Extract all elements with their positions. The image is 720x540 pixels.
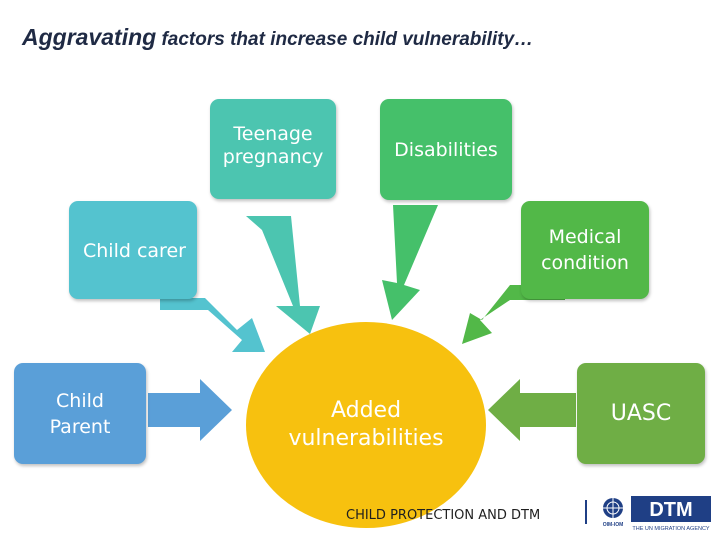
node-child-parent: Child Parent (14, 363, 146, 464)
arrow-medical-condition (462, 285, 565, 344)
logo-tagline: THE UN MIGRATION AGENCY (632, 526, 710, 532)
node-uasc: UASC (577, 363, 705, 464)
iom-globe-icon (603, 498, 623, 518)
arrow-child-parent (148, 379, 232, 441)
page-title: Aggravating factors that increase child … (22, 22, 622, 55)
node-disabilities: Disabilities (380, 99, 512, 200)
node-child-carer: Child carer (69, 201, 197, 299)
node-medical-condition: Medical condition (521, 201, 649, 299)
title-rest: factors that increase child vulnerabilit… (156, 29, 534, 50)
footer-text: CHILD PROTECTION AND DTM (346, 508, 541, 523)
footer-divider (585, 500, 587, 524)
arrow-uasc (488, 379, 576, 441)
node-added-vulnerabilities: Added vulnerabilities (246, 322, 486, 528)
arrow-disabilities (382, 205, 438, 320)
arrow-teenage-pregnancy (246, 216, 320, 334)
logo-org: OIM-IOM (603, 522, 624, 528)
title-lead: Aggravating (22, 24, 157, 50)
node-teenage-pregnancy: Teenage pregnancy (210, 99, 336, 199)
logo-brand: DTM (649, 499, 692, 521)
arrow-child-carer (160, 298, 265, 352)
iom-dtm-logo: OIM-IOM DTM THE UN MIGRATION AGENCY (596, 493, 714, 535)
